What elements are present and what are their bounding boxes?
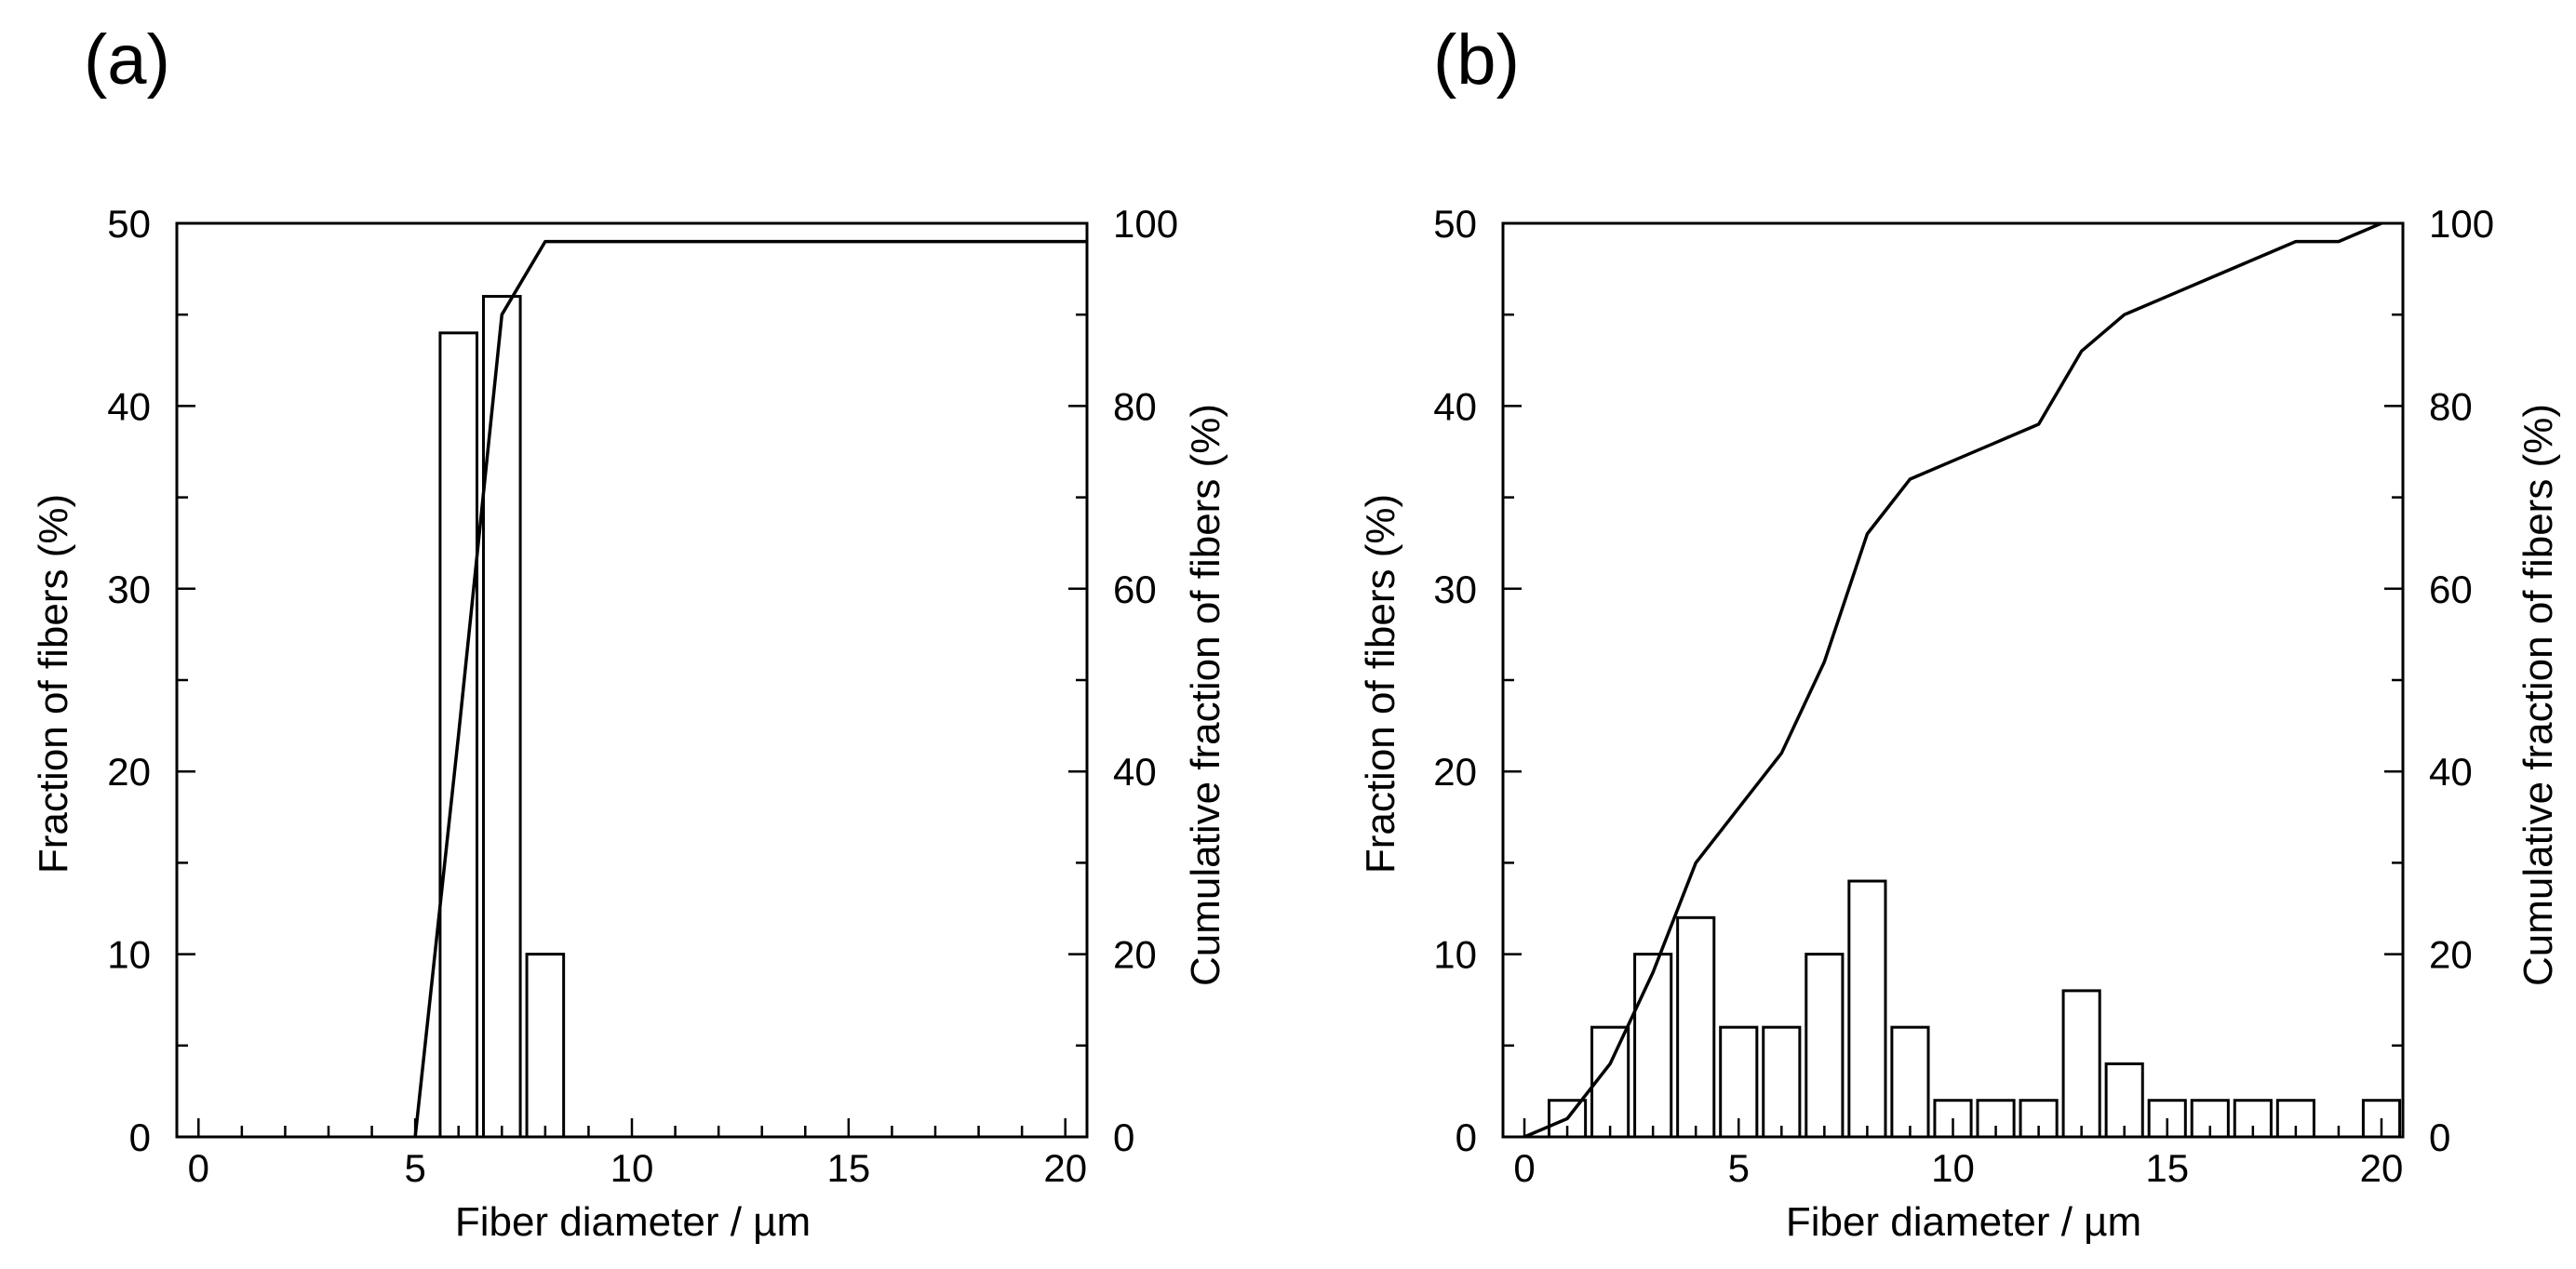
y-tick-label-b-20: 20 bbox=[1433, 750, 1477, 794]
y-tick-label-a-10: 10 bbox=[107, 933, 151, 977]
x-tick-label-a-20: 20 bbox=[1043, 1146, 1087, 1190]
y2-tick-label-b-0: 0 bbox=[2429, 1115, 2450, 1159]
bar-b-6 bbox=[1762, 1025, 1802, 1139]
cumulative-line-b bbox=[1523, 221, 2382, 1139]
x-tick-label-b-10: 10 bbox=[1931, 1146, 1975, 1190]
y2-tick-label-a-40: 40 bbox=[1113, 750, 1157, 794]
x-axis-title-a: Fiber diameter / µm bbox=[455, 1199, 811, 1245]
y-axis-title-a: Fraction of fibers (%) bbox=[31, 494, 76, 874]
bar-b-4 bbox=[1676, 915, 1716, 1139]
y2-tick-label-b-20: 20 bbox=[2429, 933, 2473, 977]
bar-a-8 bbox=[525, 953, 566, 1139]
bar-b-13 bbox=[2061, 989, 2101, 1139]
bar-b-3 bbox=[1633, 953, 1673, 1139]
x-tick-label-b-15: 15 bbox=[2145, 1146, 2189, 1190]
x-axis-title-b: Fiber diameter / µm bbox=[1786, 1199, 2141, 1245]
y-axis-title-b: Fraction of fibers (%) bbox=[1358, 494, 1403, 874]
y-tick-label-a-0: 0 bbox=[129, 1115, 151, 1159]
bar-b-8 bbox=[1847, 879, 1887, 1139]
bar-b-2 bbox=[1590, 1025, 1630, 1139]
y2-tick-label-b-100: 100 bbox=[2429, 202, 2494, 246]
panel-label-b: (b) bbox=[1433, 20, 1520, 100]
y2-tick-label-a-20: 20 bbox=[1113, 933, 1157, 977]
y2-tick-label-a-0: 0 bbox=[1113, 1115, 1134, 1159]
y2-axis-title-a: Cumulative fraction of fibers (%) bbox=[1183, 404, 1228, 986]
bar-a-7 bbox=[481, 295, 522, 1139]
y-tick-label-a-20: 20 bbox=[107, 750, 151, 794]
x-tick-label-b-20: 20 bbox=[2360, 1146, 2404, 1190]
y2-tick-label-b-40: 40 bbox=[2429, 750, 2473, 794]
y2-tick-label-b-60: 60 bbox=[2429, 568, 2473, 611]
bar-b-9 bbox=[1890, 1025, 1930, 1139]
y-tick-label-a-50: 50 bbox=[107, 202, 151, 246]
y-tick-label-b-10: 10 bbox=[1433, 933, 1477, 977]
x-tick-label-a-5: 5 bbox=[404, 1146, 425, 1190]
y2-tick-label-a-80: 80 bbox=[1113, 384, 1157, 428]
bar-b-7 bbox=[1805, 953, 1845, 1139]
x-tick-label-b-0: 0 bbox=[1513, 1146, 1535, 1190]
y-tick-label-a-40: 40 bbox=[107, 384, 151, 428]
y-tick-label-b-0: 0 bbox=[1456, 1115, 1477, 1159]
cumulative-line-a bbox=[413, 239, 1087, 1138]
y2-tick-label-b-80: 80 bbox=[2429, 384, 2473, 428]
x-tick-label-a-10: 10 bbox=[610, 1146, 654, 1190]
bar-b-14 bbox=[2104, 1062, 2144, 1139]
y-tick-label-a-30: 30 bbox=[107, 568, 151, 611]
x-tick-label-b-5: 5 bbox=[1728, 1146, 1750, 1190]
y-tick-label-b-40: 40 bbox=[1433, 384, 1477, 428]
y2-axis-title-b: Cumulative fraction of fibers (%) bbox=[2516, 404, 2561, 986]
chart-panel-a: (a) Fiber diameter / µm Fraction of fibe… bbox=[31, 20, 1228, 1245]
y2-tick-label-a-60: 60 bbox=[1113, 568, 1157, 611]
panel-label-a: (a) bbox=[84, 20, 170, 100]
chart-panel-b: (b) Fiber diameter / µm Fraction of fibe… bbox=[1358, 20, 2561, 1245]
y-tick-label-b-50: 50 bbox=[1433, 202, 1477, 246]
y2-tick-label-a-100: 100 bbox=[1113, 202, 1178, 246]
x-tick-label-a-15: 15 bbox=[826, 1146, 870, 1190]
x-tick-label-a-0: 0 bbox=[188, 1146, 209, 1190]
plot-frame-a bbox=[175, 221, 1089, 1139]
y-tick-label-b-30: 30 bbox=[1433, 568, 1477, 611]
